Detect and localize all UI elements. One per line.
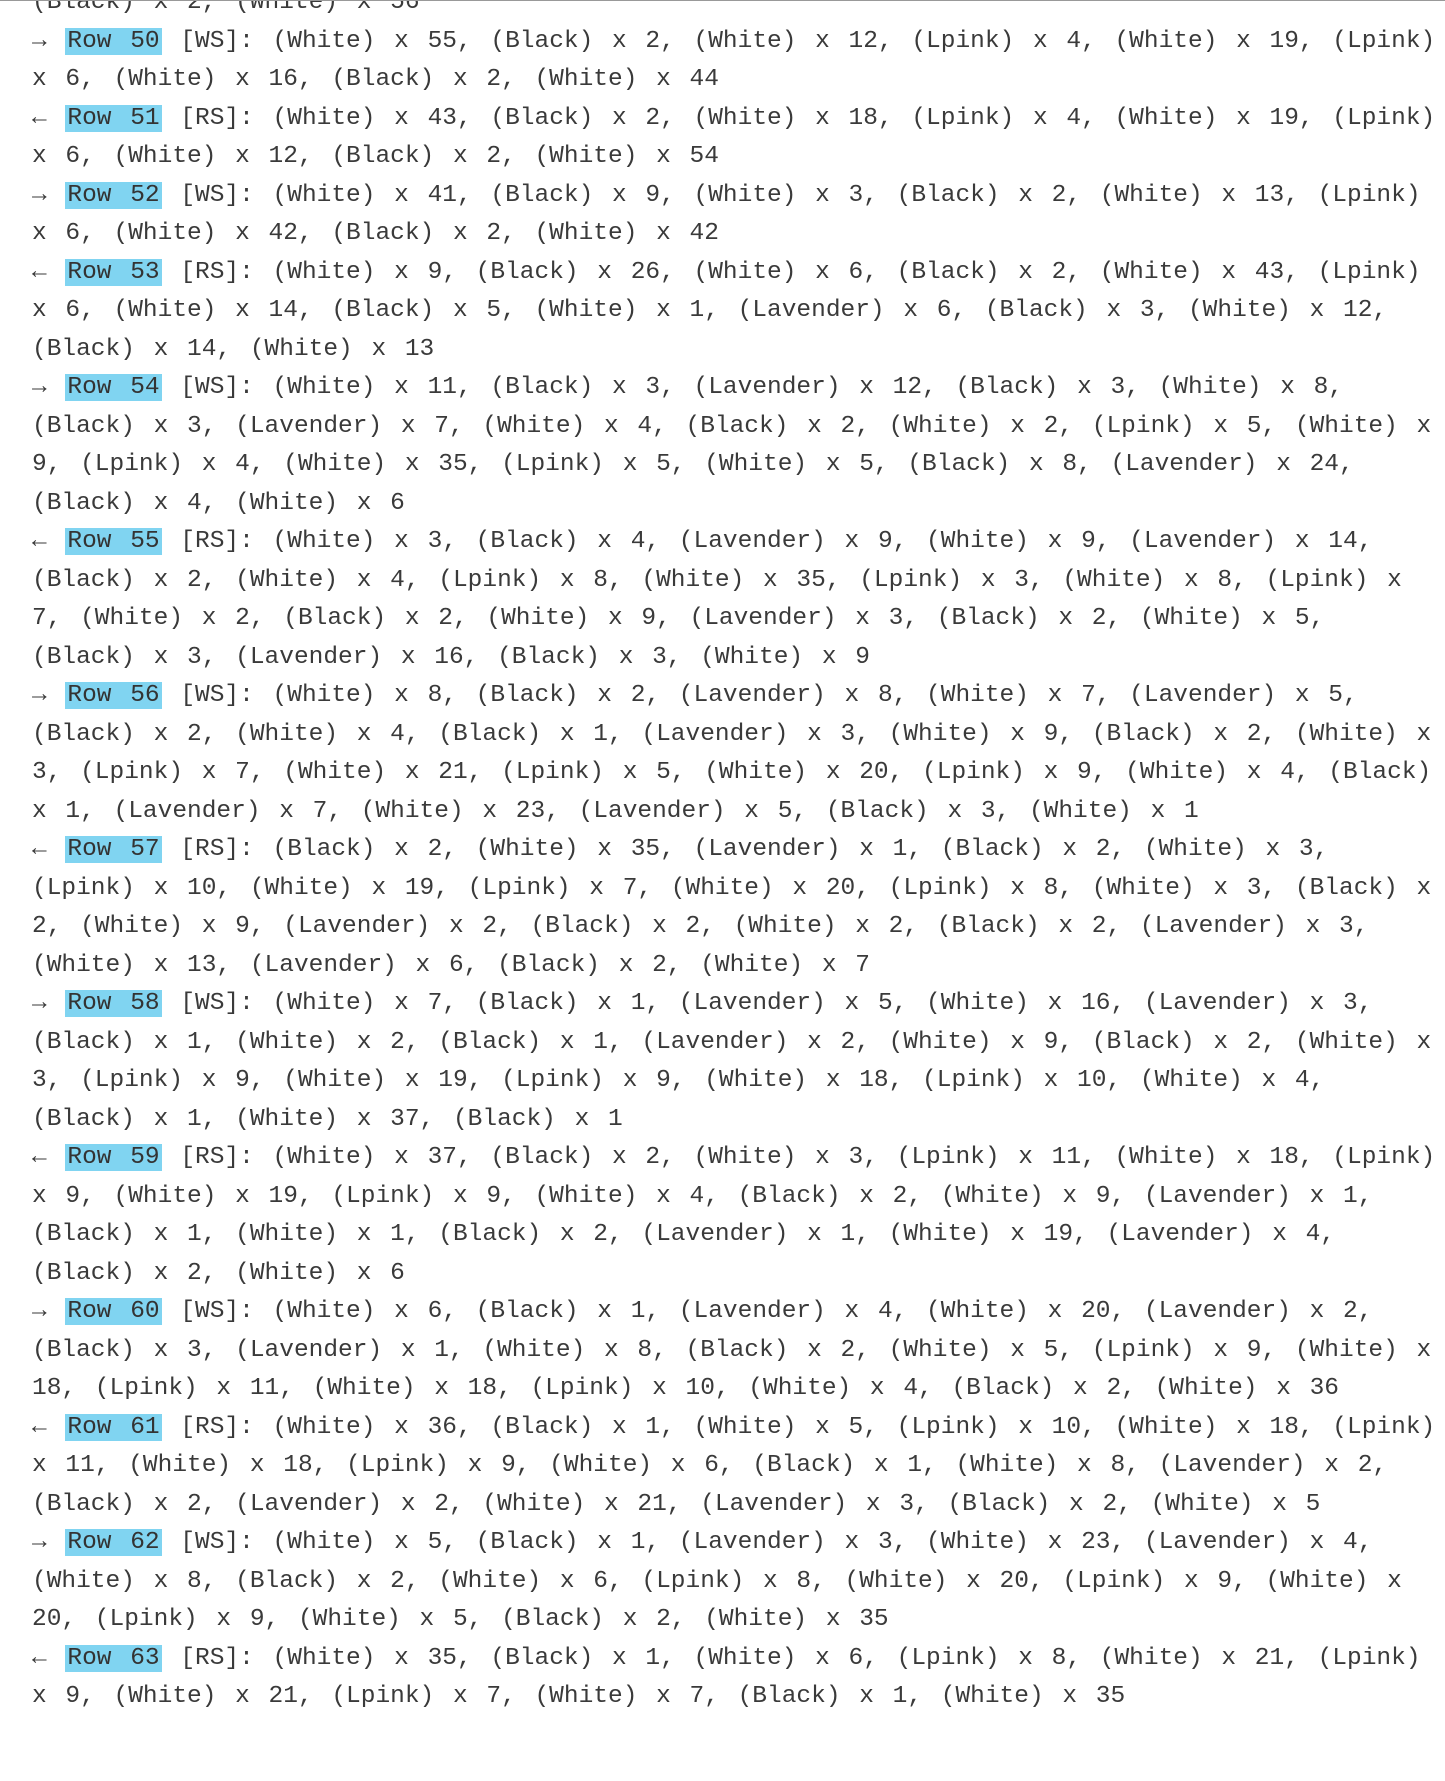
row-instructions: (White) x 9, (Black) x 26, (White) x 6, … bbox=[32, 258, 1421, 363]
pattern-row: ← Row 63 [RS]: (White) x 35, (Black) x 1… bbox=[32, 1640, 1437, 1717]
pattern-row: → Row 58 [WS]: (White) x 7, (Black) x 1,… bbox=[32, 985, 1437, 1139]
pattern-row: ← Row 61 [RS]: (White) x 36, (Black) x 1… bbox=[32, 1409, 1437, 1525]
pattern-row: → Row 50 [WS]: (White) x 55, (Black) x 2… bbox=[32, 23, 1437, 100]
direction-arrow: ← bbox=[32, 1644, 47, 1672]
direction-arrow: ← bbox=[32, 528, 47, 555]
row-instructions: (Black) x 2, (White) x 35, (Lavender) x … bbox=[32, 836, 1432, 979]
pattern-row: ← Row 53 [RS]: (White) x 9, (Black) x 26… bbox=[32, 254, 1437, 370]
direction-arrow: ← bbox=[32, 1413, 47, 1441]
row-instructions: (White) x 43, (Black) x 2, (White) x 18,… bbox=[32, 104, 1436, 171]
direction-arrow: → bbox=[32, 1298, 47, 1325]
row-side: [WS]: bbox=[180, 374, 254, 401]
direction-arrow: → bbox=[32, 1529, 47, 1556]
row-side: [RS]: bbox=[180, 1413, 254, 1441]
row-instructions: (White) x 36, (Black) x 1, (White) x 5, … bbox=[32, 1413, 1436, 1518]
row-label: Row 57 bbox=[65, 836, 162, 863]
row-label: Row 56 bbox=[65, 682, 162, 709]
row-side: [WS]: bbox=[180, 682, 254, 709]
pattern-row: ← Row 57 [RS]: (Black) x 2, (White) x 35… bbox=[32, 831, 1437, 985]
top-border bbox=[0, 0, 1445, 1]
row-instructions: (White) x 6, (Black) x 1, (Lavender) x 4… bbox=[32, 1298, 1432, 1402]
row-side: [RS]: bbox=[180, 836, 254, 863]
row-instructions: (White) x 41, (Black) x 9, (White) x 3, … bbox=[32, 181, 1421, 248]
direction-arrow: ← bbox=[32, 1144, 47, 1171]
pattern-row: → Row 56 [WS]: (White) x 8, (Black) x 2,… bbox=[32, 677, 1437, 831]
row-instructions: (White) x 37, (Black) x 2, (White) x 3, … bbox=[32, 1144, 1436, 1287]
row-instructions: (White) x 3, (Black) x 4, (Lavender) x 9… bbox=[32, 528, 1402, 671]
direction-arrow: ← bbox=[32, 258, 47, 286]
direction-arrow: → bbox=[32, 27, 47, 55]
direction-arrow: → bbox=[32, 181, 47, 209]
pattern-row: → Row 54 [WS]: (White) x 11, (Black) x 3… bbox=[32, 369, 1437, 523]
row-label: Row 50 bbox=[65, 27, 162, 55]
direction-arrow: → bbox=[32, 990, 47, 1017]
partial-line: (Black) x 2, (White) x 56 bbox=[32, 0, 420, 16]
row-instructions: (White) x 5, (Black) x 1, (Lavender) x 3… bbox=[32, 1529, 1402, 1633]
row-label: Row 52 bbox=[65, 181, 162, 209]
row-label: Row 61 bbox=[65, 1413, 162, 1441]
pattern-row: ← Row 51 [RS]: (White) x 43, (Black) x 2… bbox=[32, 100, 1437, 177]
row-side: [RS]: bbox=[180, 1144, 254, 1171]
direction-arrow: ← bbox=[32, 836, 47, 863]
pattern-text: (Black) x 2, (White) x 56 → Row 50 [WS]:… bbox=[32, 0, 1437, 1717]
row-side: [WS]: bbox=[180, 27, 254, 55]
row-side: [WS]: bbox=[180, 1298, 254, 1325]
row-label: Row 53 bbox=[65, 258, 162, 286]
direction-arrow: → bbox=[32, 682, 47, 709]
row-side: [WS]: bbox=[180, 990, 254, 1017]
row-side: [RS]: bbox=[180, 258, 254, 286]
row-label: Row 58 bbox=[65, 990, 162, 1017]
row-label: Row 55 bbox=[65, 528, 162, 555]
row-instructions: (White) x 35, (Black) x 1, (White) x 6, … bbox=[32, 1644, 1421, 1711]
row-side: [WS]: bbox=[180, 181, 254, 209]
row-label: Row 51 bbox=[65, 104, 162, 132]
row-label: Row 59 bbox=[65, 1144, 162, 1171]
row-label: Row 54 bbox=[65, 374, 162, 401]
pattern-row: ← Row 59 [RS]: (White) x 37, (Black) x 2… bbox=[32, 1139, 1437, 1293]
direction-arrow: → bbox=[32, 374, 47, 401]
row-instructions: (White) x 11, (Black) x 3, (Lavender) x … bbox=[32, 374, 1432, 517]
row-side: [WS]: bbox=[180, 1529, 254, 1556]
row-instructions: (White) x 55, (Black) x 2, (White) x 12,… bbox=[32, 27, 1436, 94]
pattern-row: → Row 60 [WS]: (White) x 6, (Black) x 1,… bbox=[32, 1293, 1437, 1409]
pattern-row: ← Row 55 [RS]: (White) x 3, (Black) x 4,… bbox=[32, 523, 1437, 677]
row-side: [RS]: bbox=[180, 104, 254, 132]
direction-arrow: ← bbox=[32, 104, 47, 132]
row-instructions: (White) x 8, (Black) x 2, (Lavender) x 8… bbox=[32, 682, 1432, 825]
row-label: Row 63 bbox=[65, 1644, 162, 1672]
pattern-row: → Row 52 [WS]: (White) x 41, (Black) x 9… bbox=[32, 177, 1437, 254]
row-label: Row 60 bbox=[65, 1298, 162, 1325]
row-label: Row 62 bbox=[65, 1529, 162, 1556]
row-instructions: (White) x 7, (Black) x 1, (Lavender) x 5… bbox=[32, 990, 1432, 1133]
row-side: [RS]: bbox=[180, 1644, 254, 1672]
row-side: [RS]: bbox=[180, 528, 254, 555]
pattern-row: → Row 62 [WS]: (White) x 5, (Black) x 1,… bbox=[32, 1524, 1437, 1640]
